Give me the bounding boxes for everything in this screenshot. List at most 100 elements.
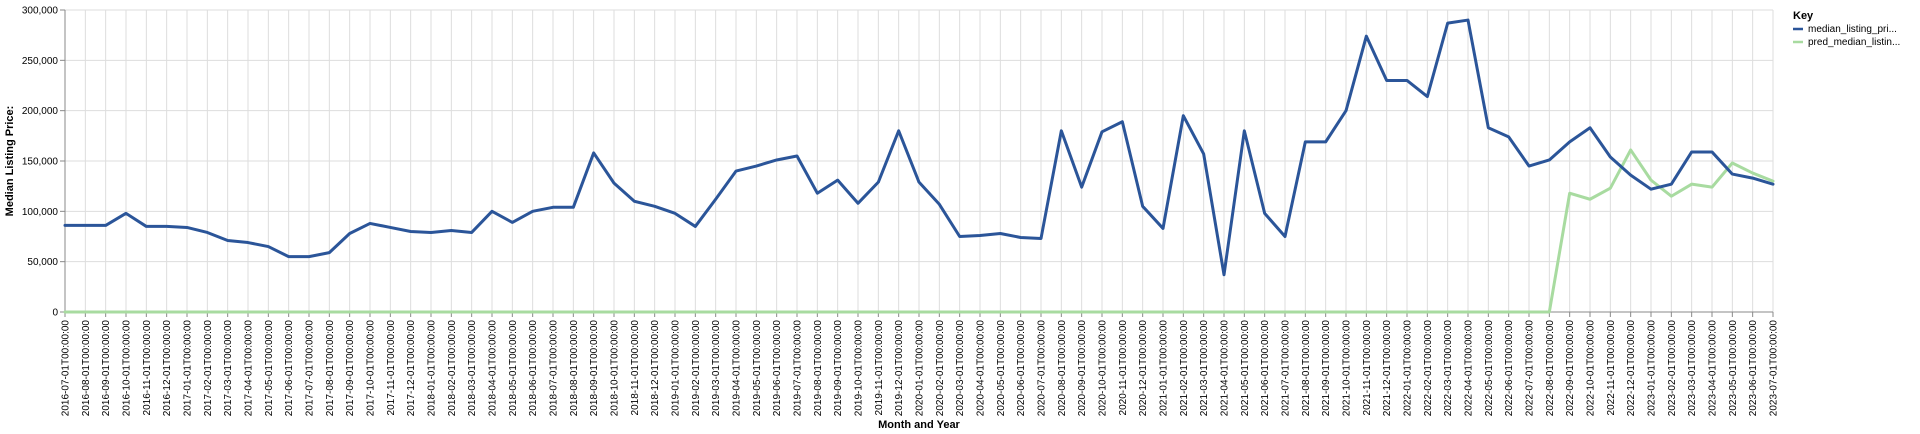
x-tick-label: 2021-12-01T00:00:00 — [1382, 320, 1393, 417]
x-tick-label: 2021-03-01T00:00:00 — [1199, 320, 1210, 417]
x-tick-label: 2017-09-01T00:00:00 — [345, 320, 356, 417]
x-tick-label: 2019-11-01T00:00:00 — [874, 320, 885, 416]
x-tick-label: 2020-10-01T00:00:00 — [1098, 320, 1109, 417]
x-tick-label: 2018-01-01T00:00:00 — [427, 320, 438, 417]
x-tick-label: 2022-10-01T00:00:00 — [1586, 320, 1597, 417]
x-tick-label: 2016-10-01T00:00:00 — [122, 320, 133, 417]
y-tick-label: 250,000 — [22, 56, 59, 67]
x-tick-label: 2019-01-01T00:00:00 — [671, 320, 682, 417]
x-tick-label: 2020-01-01T00:00:00 — [915, 320, 926, 417]
x-tick-label: 2023-02-01T00:00:00 — [1667, 320, 1678, 417]
x-tick-label: 2016-07-01T00:00:00 — [61, 320, 72, 417]
x-tick-label: 2019-10-01T00:00:00 — [854, 320, 865, 417]
x-tick-label: 2021-02-01T00:00:00 — [1179, 320, 1190, 417]
x-tick-label: 2021-06-01T00:00:00 — [1260, 320, 1271, 417]
legend-label-0: median_listing_pri... — [1808, 24, 1897, 35]
x-tick-label: 2021-11-01T00:00:00 — [1362, 320, 1373, 416]
x-tick-label: 2018-12-01T00:00:00 — [650, 320, 661, 417]
x-tick-label: 2019-09-01T00:00:00 — [833, 320, 844, 417]
x-tick-label: 2016-12-01T00:00:00 — [162, 320, 173, 417]
x-tick-label: 2020-12-01T00:00:00 — [1138, 320, 1149, 417]
x-tick-label: 2017-01-01T00:00:00 — [183, 320, 194, 417]
gridlines — [64, 9, 1774, 313]
x-tick-label: 2018-05-01T00:00:00 — [508, 320, 519, 417]
x-tick-label: 2018-08-01T00:00:00 — [569, 320, 580, 417]
y-tick-label: 50,000 — [27, 257, 58, 268]
x-tick-label: 2022-12-01T00:00:00 — [1626, 320, 1637, 417]
x-tick-label: 2022-08-01T00:00:00 — [1545, 320, 1556, 417]
x-tick-label: 2019-06-01T00:00:00 — [772, 320, 783, 417]
x-tick-label: 2017-08-01T00:00:00 — [325, 320, 336, 417]
x-tick-label: 2021-09-01T00:00:00 — [1321, 320, 1332, 417]
x-tick-label: 2023-01-01T00:00:00 — [1647, 320, 1658, 417]
x-tick-label: 2019-03-01T00:00:00 — [711, 320, 722, 417]
x-tick-label: 2018-07-01T00:00:00 — [549, 320, 560, 417]
y-tick-label: 200,000 — [22, 106, 59, 117]
x-tick-label: 2019-08-01T00:00:00 — [813, 320, 824, 417]
x-tick-label: 2023-06-01T00:00:00 — [1748, 320, 1759, 417]
legend: Key median_listing_pri... pred_median_lis… — [1793, 10, 1900, 48]
x-tick-label: 2016-11-01T00:00:00 — [142, 320, 153, 416]
series-line-0 — [63, 18, 1775, 277]
x-tick-label: 2023-07-01T00:00:00 — [1769, 320, 1780, 417]
x-tick-label: 2016-09-01T00:00:00 — [101, 320, 112, 417]
y-axis: 0 50,000 100,000 150,000 200,000 250,000 300,0… — [22, 6, 66, 319]
y-tick-label: 100,000 — [22, 207, 59, 218]
x-tick-label: 2022-06-01T00:00:00 — [1504, 320, 1515, 417]
x-axis-title: Month and Year — [878, 419, 960, 431]
x-tick-label: 2022-05-01T00:00:00 — [1484, 320, 1495, 417]
x-tick-label: 2020-03-01T00:00:00 — [955, 320, 966, 417]
x-tick-label: 2017-07-01T00:00:00 — [305, 320, 316, 417]
x-tick-label: 2022-03-01T00:00:00 — [1443, 320, 1454, 417]
x-tick-label: 2018-02-01T00:00:00 — [447, 320, 458, 417]
x-tick-label: 2019-12-01T00:00:00 — [894, 320, 905, 417]
x-tick-label: 2017-05-01T00:00:00 — [264, 320, 275, 417]
x-tick-label: 2018-10-01T00:00:00 — [610, 320, 621, 417]
x-tick-label: 2019-05-01T00:00:00 — [752, 320, 763, 417]
x-tick-label: 2020-02-01T00:00:00 — [935, 320, 946, 417]
x-tick-label: 2016-08-01T00:00:00 — [81, 320, 92, 417]
x-tick-label: 2020-11-01T00:00:00 — [1118, 320, 1129, 416]
x-tick-label: 2020-05-01T00:00:00 — [996, 320, 1007, 417]
x-tick-label: 2022-02-01T00:00:00 — [1423, 320, 1434, 417]
x-tick-label: 2021-07-01T00:00:00 — [1281, 320, 1292, 417]
y-axis-title: Median Listing Price: — [4, 106, 16, 217]
x-tick-label: 2023-04-01T00:00:00 — [1708, 320, 1719, 417]
x-tick-label: 2022-11-01T00:00:00 — [1606, 320, 1617, 416]
x-tick-label: 2021-10-01T00:00:00 — [1342, 320, 1353, 417]
series-lines — [63, 18, 1775, 314]
x-tick-label: 2021-08-01T00:00:00 — [1301, 320, 1312, 417]
x-tick-label: 2017-10-01T00:00:00 — [366, 320, 377, 417]
x-tick-label: 2021-05-01T00:00:00 — [1240, 320, 1251, 417]
x-tick-label: 2018-06-01T00:00:00 — [528, 320, 539, 417]
series-line-1 — [63, 148, 1775, 314]
x-tick-label: 2017-02-01T00:00:00 — [203, 320, 214, 417]
legend-label-1: pred_median_listin... — [1808, 37, 1900, 48]
x-tick-label: 2021-01-01T00:00:00 — [1159, 320, 1170, 417]
x-tick-label: 2020-09-01T00:00:00 — [1077, 320, 1088, 417]
x-tick-label: 2019-02-01T00:00:00 — [691, 320, 702, 417]
x-tick-label: 2018-11-01T00:00:00 — [630, 320, 641, 416]
y-tick-label: 300,000 — [22, 6, 59, 17]
x-tick-label: 2017-03-01T00:00:00 — [223, 320, 234, 417]
x-tick-label: 2017-12-01T00:00:00 — [406, 320, 417, 417]
x-tick-label: 2017-04-01T00:00:00 — [244, 320, 255, 417]
x-tick-label: 2019-07-01T00:00:00 — [793, 320, 804, 417]
x-tick-label: 2020-04-01T00:00:00 — [976, 320, 987, 417]
x-tick-label: 2018-04-01T00:00:00 — [488, 320, 499, 417]
x-tick-label: 2020-06-01T00:00:00 — [1016, 320, 1027, 417]
x-tick-label: 2019-04-01T00:00:00 — [732, 320, 743, 417]
x-tick-label: 2021-04-01T00:00:00 — [1220, 320, 1231, 417]
x-tick-label: 2020-07-01T00:00:00 — [1037, 320, 1048, 417]
x-tick-label: 2022-04-01T00:00:00 — [1464, 320, 1475, 417]
x-tick-label: 2017-06-01T00:00:00 — [284, 320, 295, 417]
x-tick-label: 2018-09-01T00:00:00 — [589, 320, 600, 417]
x-tick-label: 2022-09-01T00:00:00 — [1565, 320, 1576, 417]
x-tick-label: 2018-03-01T00:00:00 — [467, 320, 478, 417]
x-tick-label: 2017-11-01T00:00:00 — [386, 320, 397, 416]
y-tick-label: 0 — [52, 308, 58, 319]
x-axis: 2016-07-01T00:00:00 2016-08-01T00:00:00 20… — [61, 311, 1780, 417]
x-tick-label: 2020-08-01T00:00:00 — [1057, 320, 1068, 417]
x-tick-label: 2022-07-01T00:00:00 — [1525, 320, 1536, 417]
